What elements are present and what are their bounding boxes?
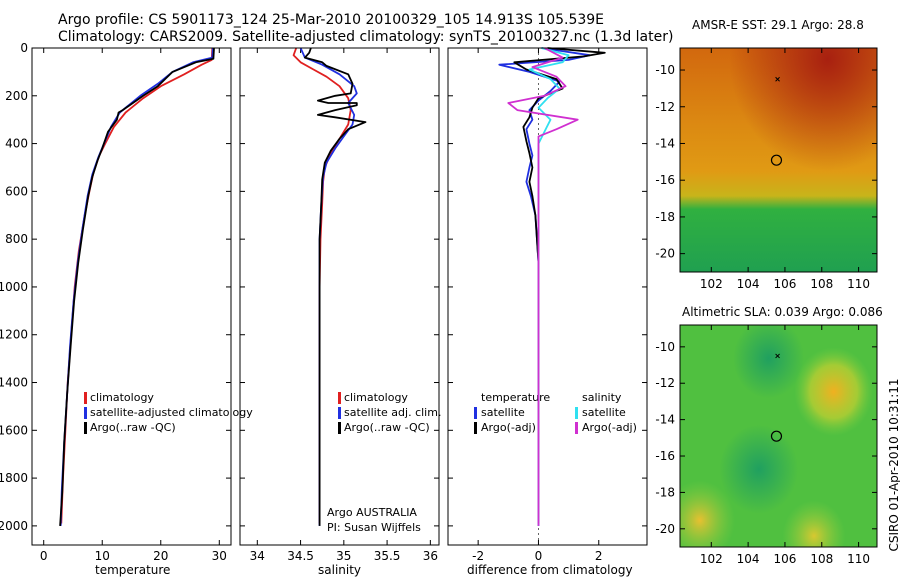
depth-tick-label: 0 <box>20 41 28 55</box>
panel-2-xtick-label: 36 <box>423 549 438 563</box>
panel-1-xtick-label: 30 <box>212 549 227 563</box>
annotation-pi-name: PI: Susan Wijffels <box>327 521 421 534</box>
sst-map-xtick-label: 108 <box>810 277 833 291</box>
sla-map-ytick-label: -10 <box>655 340 675 354</box>
sst-map-title: AMSR-E SST: 29.1 Argo: 28.8 <box>692 18 864 32</box>
panel-1-series-argo-raw-qc- <box>59 47 215 526</box>
legend-swatch <box>84 407 87 419</box>
panel-1-xtick-label: 20 <box>153 549 168 563</box>
legend-header-temperature: temperature <box>481 391 551 404</box>
title-line-2: Climatology: CARS2009. Satellite-adjuste… <box>58 29 674 45</box>
legend-label-argo: Argo(..raw -QC) <box>90 421 176 434</box>
legend-swatch <box>474 407 477 419</box>
depth-tick-label: 2000 <box>0 519 28 533</box>
sla-map-high-patch-3 <box>680 325 877 547</box>
sla-map <box>680 325 877 547</box>
legend-swatch <box>338 407 341 419</box>
legend-label-temp-satellite: satellite <box>481 406 525 419</box>
sst-map-frame <box>679 47 878 273</box>
sst-map-ytick-label: -18 <box>655 210 675 224</box>
panel-3-series-salinity-satellite <box>528 47 570 526</box>
depth-tick-label: 400 <box>5 137 28 151</box>
panel-3-xtick-label: 0 <box>535 549 543 563</box>
panel-1-xtick-label: 0 <box>40 549 48 563</box>
salinity-axis-label: salinity <box>318 563 362 577</box>
sst-map-ytick-label: -14 <box>655 136 675 150</box>
sla-map-xtick-label: 102 <box>700 552 723 566</box>
panel-3-xtick-label: -2 <box>472 549 484 563</box>
panel-2-xtick-label: 34.5 <box>287 549 314 563</box>
legend-swatch <box>474 422 477 434</box>
legend-label-satellite-adj: satellite adj. clim. <box>344 406 442 419</box>
sla-map-ytick-label: -16 <box>655 449 675 463</box>
legend-swatch <box>575 422 578 434</box>
sst-map-ytick-label: -16 <box>655 173 675 187</box>
panel-1-series-climatology <box>60 47 214 524</box>
sst-map-xtick-label: 102 <box>700 277 723 291</box>
depth-tick-label: 1200 <box>0 328 28 342</box>
sla-map-ytick-label: -12 <box>655 376 675 390</box>
sst-map-xtick-label: 104 <box>737 277 760 291</box>
sst-map-ytick-label: -10 <box>655 63 675 77</box>
legend-swatch <box>84 392 87 404</box>
sst-float-marker <box>770 154 783 166</box>
legend-label-climatology-sal: climatology <box>344 391 408 404</box>
sla-map-ytick-label: -18 <box>655 485 675 499</box>
legend-swatch <box>338 422 341 434</box>
legend-label-climatology: climatology <box>90 391 154 404</box>
legend-swatch <box>338 392 341 404</box>
panel-2-xtick-label: 35 <box>336 549 351 563</box>
panel-2-xtick-label: 35.5 <box>374 549 401 563</box>
panel-2-series-argo-raw-qc- <box>304 47 367 526</box>
difference-axis-label: difference from climatology <box>467 563 633 577</box>
sla-map-xtick-label: 106 <box>773 552 796 566</box>
panel-2-frame <box>239 47 440 546</box>
legend-label-sal-argo: Argo(-adj) <box>582 421 637 434</box>
sst-map-xtick-label: 110 <box>847 277 870 291</box>
temperature-axis-label: temperature <box>95 563 171 577</box>
sst-cross-marker <box>775 76 780 82</box>
panel-3-series-salinity-argo-adj- <box>507 47 579 526</box>
depth-tick-label: 1800 <box>0 471 28 485</box>
legend-header-salinity: salinity <box>582 391 622 404</box>
legend-label-temp-argo: Argo(-adj) <box>481 421 536 434</box>
sla-map-ytick-label: -14 <box>655 413 675 427</box>
panel-1-series-satellite-adjusted-climatology <box>59 47 214 526</box>
sla-cross-marker <box>775 353 780 359</box>
legend-label-satellite-adjusted: satellite-adjusted climatology <box>90 406 253 419</box>
legend-swatch <box>575 407 578 419</box>
sla-map-xtick-label: 110 <box>847 552 870 566</box>
sla-map-xtick-label: 108 <box>810 552 833 566</box>
depth-tick-label: 1400 <box>0 376 28 390</box>
title-line-1: Argo profile: CS 5901173_124 25-Mar-2010… <box>58 12 605 28</box>
panel-1-xtick-label: 10 <box>95 549 110 563</box>
sst-map-ytick-label: -12 <box>655 100 675 114</box>
sla-float-marker <box>770 430 783 442</box>
depth-tick-label: 1000 <box>0 280 28 294</box>
panel-1-frame <box>31 47 232 546</box>
depth-tick-label: 600 <box>5 184 28 198</box>
legend-label-argo-sal: Argo(..raw -QC) <box>344 421 430 434</box>
sla-map-ytick-label: -20 <box>655 522 675 536</box>
annotation-argo-australia: Argo AUSTRALIA <box>327 506 417 519</box>
panel-3-xtick-label: 2 <box>595 549 603 563</box>
legend-swatch <box>84 422 87 434</box>
panel-2-series-climatology <box>292 47 352 524</box>
sla-map-xtick-label: 104 <box>737 552 760 566</box>
legend-label-sal-satellite: satellite <box>582 406 626 419</box>
panel-3-series-temperature-argo-adj- <box>513 47 606 524</box>
sst-map-xtick-label: 106 <box>773 277 796 291</box>
depth-tick-label: 800 <box>5 232 28 246</box>
sst-map-warm-patch <box>680 48 877 272</box>
panel-3-frame <box>447 47 648 546</box>
sst-map-ytick-label: -20 <box>655 247 675 261</box>
panel-2-xtick-label: 34 <box>250 549 265 563</box>
sla-map-frame <box>679 324 878 548</box>
depth-tick-label: 1600 <box>0 423 28 437</box>
sla-map-title: Altimetric SLA: 0.039 Argo: 0.086 <box>682 305 883 319</box>
depth-tick-label: 200 <box>5 89 28 103</box>
sst-map <box>680 48 877 272</box>
